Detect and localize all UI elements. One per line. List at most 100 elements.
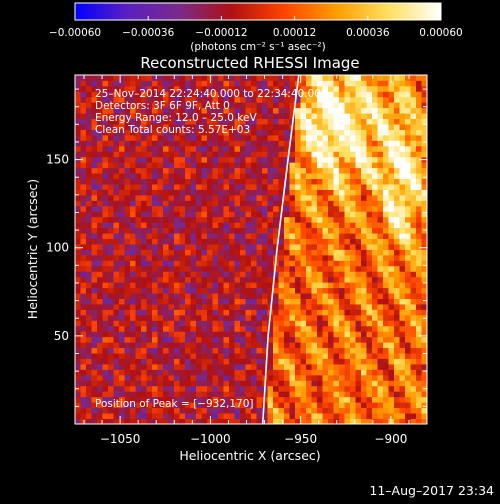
heatmap-cell <box>179 118 186 125</box>
heatmap-cell <box>190 418 197 424</box>
heatmap-cell <box>218 200 224 207</box>
heatmap-cell <box>234 358 241 365</box>
heatmap-cell <box>190 347 197 354</box>
heatmap-cell <box>333 156 340 163</box>
heatmap-cell <box>262 254 268 261</box>
heatmap-cell <box>361 369 367 376</box>
heatmap-cell <box>229 249 235 256</box>
heatmap-cell <box>333 129 340 136</box>
heatmap-cell <box>218 124 224 130</box>
heatmap-cell <box>317 276 323 283</box>
heatmap-cell <box>97 418 103 424</box>
heatmap-cell <box>377 140 384 147</box>
heatmap-cell <box>135 309 142 316</box>
heatmap-cell <box>86 402 92 409</box>
heatmap-cell <box>168 211 175 218</box>
heatmap-cell <box>218 113 224 120</box>
heatmap-cell <box>163 353 169 359</box>
heatmap-cell <box>157 402 164 409</box>
heatmap-cell <box>168 254 175 261</box>
heatmap-cell <box>405 298 411 305</box>
heatmap-cell <box>91 205 98 212</box>
heatmap-cell <box>152 167 158 174</box>
heatmap-cell <box>190 309 197 316</box>
heatmap-cell <box>383 102 389 109</box>
heatmap-cell <box>168 260 175 267</box>
heatmap-cell <box>190 353 197 359</box>
heatmap-cell <box>234 325 241 332</box>
heatmap-cell <box>372 402 378 409</box>
heatmap-cell <box>344 184 351 190</box>
heatmap-cell <box>328 282 334 289</box>
heatmap-cell <box>300 238 307 245</box>
heatmap-cell <box>152 244 158 250</box>
heatmap-cell <box>306 145 312 152</box>
heatmap-cell <box>344 254 351 261</box>
heatmap-cell <box>212 178 219 185</box>
heatmap-cell <box>185 162 191 169</box>
heatmap-cell <box>339 184 345 190</box>
heatmap-cell <box>234 391 241 398</box>
heatmap-cell <box>102 309 109 316</box>
heatmap-cell <box>141 205 147 212</box>
heatmap-cell <box>416 134 422 141</box>
heatmap-cell <box>256 178 263 185</box>
heatmap-cell <box>333 189 340 196</box>
heatmap-cell <box>295 200 301 207</box>
heatmap-cell <box>141 118 147 125</box>
heatmap-cell <box>328 216 334 223</box>
heatmap-cell <box>119 304 125 310</box>
heatmap-cell <box>372 129 378 136</box>
heatmap-cell <box>388 151 395 158</box>
heatmap-cell <box>256 380 263 387</box>
heatmap-cell <box>135 320 142 327</box>
heatmap-cell <box>339 396 345 403</box>
heatmap-cell <box>322 145 329 152</box>
heatmap-cell <box>168 167 175 174</box>
heatmap-cell <box>97 134 103 141</box>
heatmap-cell <box>113 418 120 424</box>
heatmap-cell <box>289 293 296 299</box>
heatmap-cell <box>306 260 312 267</box>
heatmap-cell <box>223 402 230 409</box>
heatmap-cell <box>196 402 202 409</box>
heatmap-cell <box>366 189 373 196</box>
heatmap-cell <box>130 173 136 180</box>
heatmap-cell <box>174 91 180 98</box>
heatmap-cell <box>262 336 268 343</box>
heatmap-cell <box>97 385 103 392</box>
heatmap-cell <box>300 336 307 343</box>
heatmap-cell <box>372 271 378 278</box>
heatmap-cell <box>273 238 279 245</box>
heatmap-cell <box>311 353 318 359</box>
heatmap-cell <box>146 380 153 387</box>
heatmap-cell <box>421 233 427 239</box>
heatmap-cell <box>350 407 356 414</box>
heatmap-cell <box>311 124 318 130</box>
heatmap-cell <box>91 380 98 387</box>
heatmap-cell <box>322 96 329 103</box>
heatmap-cell <box>405 413 411 419</box>
heatmap-cell <box>190 407 197 414</box>
heatmap-cell <box>295 129 301 136</box>
heatmap-cell <box>223 413 230 419</box>
heatmap-cell <box>256 325 263 332</box>
heatmap-cell <box>295 287 301 294</box>
heatmap-cell <box>410 244 417 250</box>
heatmap-cell <box>207 173 213 180</box>
heatmap-cell <box>295 309 301 316</box>
heatmap-cell <box>91 216 98 223</box>
heatmap-cell <box>218 151 224 158</box>
heatmap-cell <box>416 369 422 376</box>
heatmap-cell <box>333 222 340 229</box>
heatmap-cell <box>273 118 279 125</box>
heatmap-cell <box>256 107 263 114</box>
heatmap-cell <box>102 75 109 81</box>
heatmap-cell <box>355 249 362 256</box>
heatmap-cell <box>163 184 169 190</box>
heatmap-cell <box>102 271 109 278</box>
heatmap-cell <box>124 265 131 272</box>
heatmap-cell <box>240 173 246 180</box>
heatmap-cell <box>366 91 373 98</box>
heatmap-cell <box>328 244 334 250</box>
